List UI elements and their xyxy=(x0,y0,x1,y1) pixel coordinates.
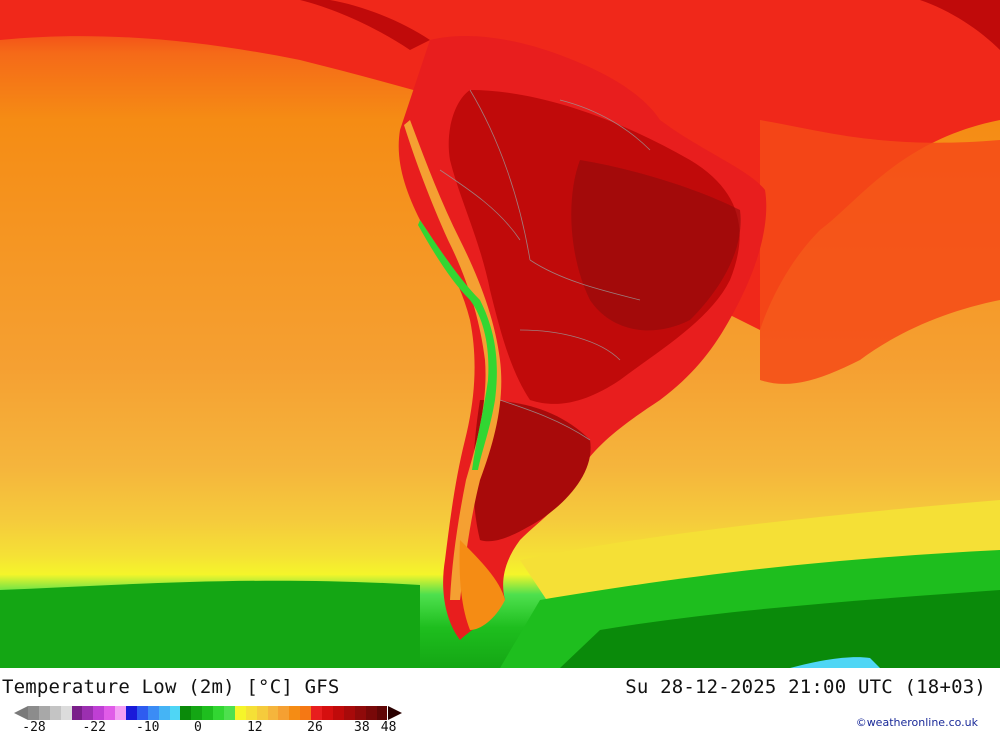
legend-swatch xyxy=(180,706,192,720)
legend-swatch xyxy=(289,706,301,720)
legend-swatch xyxy=(278,706,290,720)
legend-swatch xyxy=(365,706,377,720)
map-title: Temperature Low (2m) [°C] GFS xyxy=(2,676,340,698)
legend-swatch xyxy=(158,706,170,720)
legend-arrow-right-icon xyxy=(387,706,402,720)
legend-swatch xyxy=(354,706,366,720)
legend-swatch xyxy=(376,706,388,720)
legend-swatch xyxy=(343,706,355,720)
legend-tick-label: 12 xyxy=(246,720,263,735)
atlantic-warm-zone xyxy=(760,120,1000,384)
credit-link[interactable]: ©weatheronline.co.uk xyxy=(855,716,978,729)
legend-swatch xyxy=(136,706,148,720)
legend-swatch xyxy=(169,706,181,720)
legend-swatch xyxy=(38,706,50,720)
legend-swatch xyxy=(256,706,268,720)
country-borders xyxy=(439,89,651,441)
legend-tick-label: 48 xyxy=(380,720,397,735)
legend-tick-label: -10 xyxy=(135,720,160,735)
legend-swatch xyxy=(126,706,137,720)
temperature-map xyxy=(0,0,1000,668)
legend-swatch xyxy=(28,706,39,720)
legend-arrow-left-icon xyxy=(14,706,28,720)
legend-swatch xyxy=(115,706,127,720)
legend-color-bar xyxy=(28,706,388,720)
legend-swatch xyxy=(311,706,323,720)
legend-swatch xyxy=(332,706,344,720)
southern-atlantic-darkgreen xyxy=(560,590,1000,668)
legend-swatch xyxy=(322,706,333,720)
legend-tick-label: 38 xyxy=(354,720,370,735)
legend-tick-label: 0 xyxy=(193,720,202,735)
legend-swatch xyxy=(224,706,235,720)
legend-swatch xyxy=(245,706,257,720)
legend-swatch xyxy=(213,706,225,720)
legend-swatch xyxy=(49,706,61,720)
antarctic-cyan xyxy=(790,657,880,668)
pacific-green xyxy=(0,580,420,668)
andes-cool-strip xyxy=(404,120,502,600)
brazil-hot-core xyxy=(571,160,741,331)
legend-swatch xyxy=(202,706,214,720)
legend-swatch xyxy=(300,706,312,720)
argentina-hot-zone xyxy=(473,400,591,542)
legend-swatch xyxy=(104,706,116,720)
legend-swatch xyxy=(191,706,203,720)
legend-tick-label: -28 xyxy=(22,720,46,735)
legend-swatch xyxy=(267,706,279,720)
west-africa-land xyxy=(920,0,1000,50)
valid-time: Su 28-12-2025 21:00 UTC (18+03) xyxy=(625,676,986,698)
legend-swatch xyxy=(93,706,105,720)
legend-tick-label: 26 xyxy=(307,720,323,735)
legend-swatch xyxy=(82,706,94,720)
legend-tick-label: -22 xyxy=(82,720,106,735)
central-america-land xyxy=(300,0,430,50)
map-footer: Temperature Low (2m) [°C] GFS Su 28-12-2… xyxy=(0,668,1000,735)
legend-swatch xyxy=(71,706,83,720)
legend-swatch xyxy=(234,706,246,720)
patagonia-orange xyxy=(459,540,505,630)
legend-swatch xyxy=(60,706,72,720)
legend-swatch xyxy=(147,706,159,720)
